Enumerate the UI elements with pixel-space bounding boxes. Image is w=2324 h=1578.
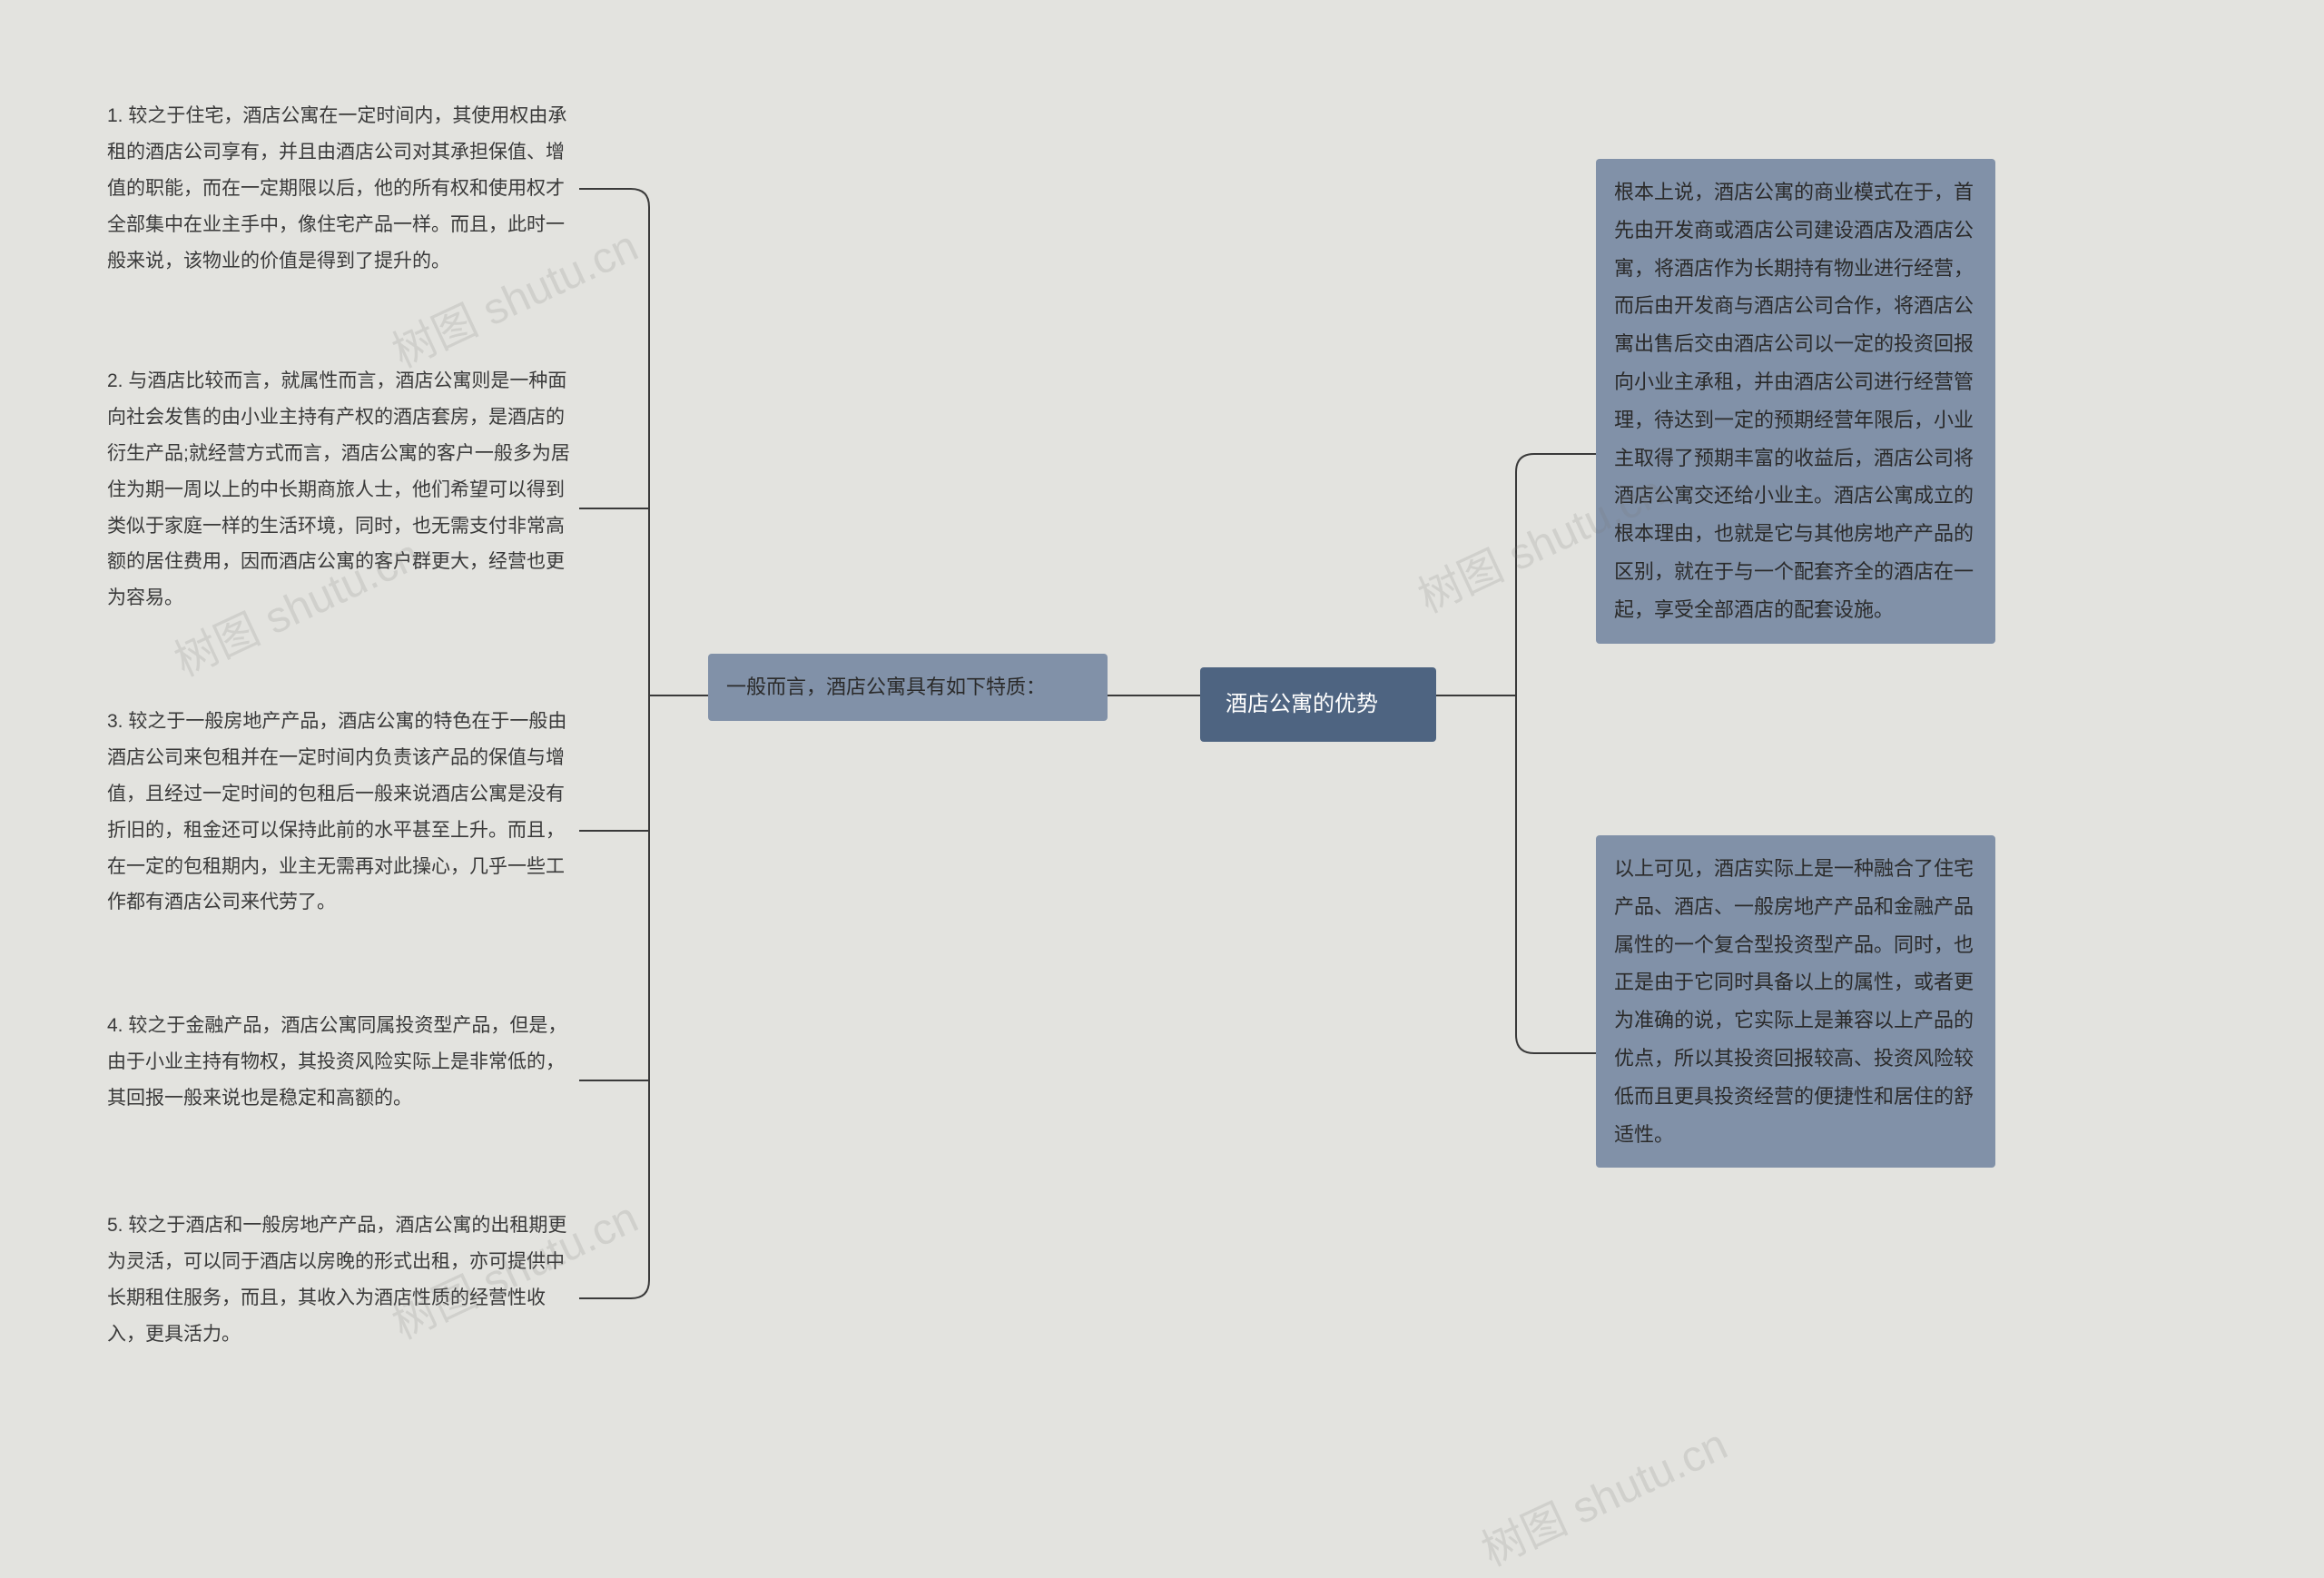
- leaf-label: 4. 较之于金融产品，酒店公寓同属投资型产品，但是，由于小业主持有物权，其投资风…: [107, 1015, 566, 1109]
- leaf-node-1[interactable]: 1. 较之于住宅，酒店公寓在一定时间内，其使用权由承租的酒店公司享有，并且由酒店…: [107, 98, 579, 279]
- leaf-node-3[interactable]: 3. 较之于一般房地产产品，酒店公寓的特色在于一般由酒店公司来包租并在一定时间内…: [107, 704, 579, 921]
- right-node-2[interactable]: 以上可见，酒店实际上是一种融合了住宅产品、酒店、一般房地产产品和金融产品属性的一…: [1596, 835, 1995, 1168]
- leaf-label: 5. 较之于酒店和一般房地产产品，酒店公寓的出租期更为灵活，可以同于酒店以房晚的…: [107, 1215, 566, 1345]
- right-node-1[interactable]: 根本上说，酒店公寓的商业模式在于，首先由开发商或酒店公司建设酒店及酒店公寓，将酒…: [1596, 159, 1995, 644]
- leaf-label: 2. 与酒店比较而言，就属性而言，酒店公寓则是一种面向社会发售的由小业主持有产权…: [107, 370, 570, 608]
- right-label: 以上可见，酒店实际上是一种融合了住宅产品、酒店、一般房地产产品和金融产品属性的一…: [1614, 857, 1974, 1146]
- left-branch-node[interactable]: 一般而言，酒店公寓具有如下特质：: [708, 654, 1108, 721]
- leaf-label: 3. 较之于一般房地产产品，酒店公寓的特色在于一般由酒店公司来包租并在一定时间内…: [107, 711, 566, 912]
- leaf-node-2[interactable]: 2. 与酒店比较而言，就属性而言，酒店公寓则是一种面向社会发售的由小业主持有产权…: [107, 363, 579, 616]
- leaf-node-5[interactable]: 5. 较之于酒店和一般房地产产品，酒店公寓的出租期更为灵活，可以同于酒店以房晚的…: [107, 1208, 579, 1353]
- watermark: 树图 shutu.cn: [1470, 1409, 1736, 1578]
- right-label: 根本上说，酒店公寓的商业模式在于，首先由开发商或酒店公司建设酒店及酒店公寓，将酒…: [1614, 181, 1974, 621]
- left-branch-label: 一般而言，酒店公寓具有如下特质：: [726, 676, 1046, 698]
- root-node[interactable]: 酒店公寓的优势: [1200, 667, 1436, 742]
- root-label: 酒店公寓的优势: [1226, 692, 1378, 716]
- leaf-node-4[interactable]: 4. 较之于金融产品，酒店公寓同属投资型产品，但是，由于小业主持有物权，其投资风…: [107, 1008, 579, 1117]
- leaf-label: 1. 较之于住宅，酒店公寓在一定时间内，其使用权由承租的酒店公司享有，并且由酒店…: [107, 105, 566, 271]
